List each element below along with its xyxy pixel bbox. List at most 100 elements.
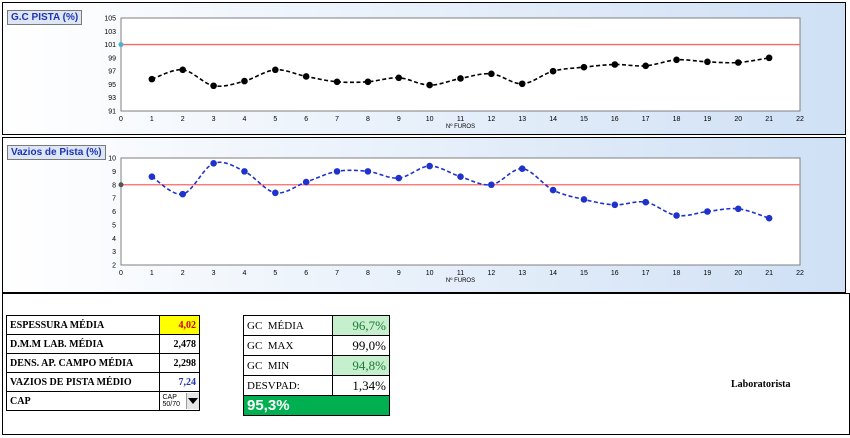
y-tick-label: 101 [104,42,116,49]
data-point [333,168,341,175]
y-tick-label: 5 [112,222,116,229]
x-tick-label: 8 [366,116,370,123]
data-point [488,181,495,189]
data-point [272,66,279,74]
x-tick-label: 13 [518,270,526,277]
data-point [179,190,187,198]
data-point [364,168,372,175]
y-tick-label: 6 [112,209,116,216]
y-tick-label: 105 [104,16,116,23]
x-tick-label: 22 [796,270,804,277]
result-value: 95,3% [243,395,390,416]
data-point [457,75,464,82]
x-tick-label: 10 [426,270,434,277]
cap-selected-value: CAP 50/70 [162,394,181,408]
data-point [302,178,310,186]
x-tick-label: 20 [734,116,742,123]
y-tick-label: 8 [112,182,116,189]
summary-right-label: GC MAX [242,335,334,356]
data-point [210,160,217,167]
summary-left-value: 4,02 [159,315,200,335]
x-tick-label: 12 [487,116,495,123]
summary-left-value: 2,478 [159,334,200,354]
summary-left-row: D.M.M LAB. MÉDIA 2,478 [5,334,200,354]
x-tick-label: 22 [796,116,804,123]
data-point [704,208,711,215]
y-tick-label: 4 [112,236,116,243]
x-tick-label: 12 [487,270,495,277]
data-point [457,173,464,181]
x-tick-label: 15 [580,116,588,123]
data-point [395,174,403,182]
x-tick-label: 13 [518,116,526,123]
summary-right-label: DESVPAD: [242,375,334,396]
x-tick-label: 8 [366,270,370,277]
y-tick-label: 93 [108,95,116,102]
x-tick-label: 5 [273,270,277,277]
data-point [580,63,588,71]
data-point [765,54,773,62]
x-tick-label: 6 [304,270,308,277]
summary-right-label: GC MIN [242,355,334,376]
x-tick-label: 21 [765,116,773,123]
data-point [148,173,156,181]
x-tick-label: 2 [181,270,185,277]
data-point [673,56,680,64]
x-tick-label: 11 [457,270,464,277]
summary-left-table: ESPESSURA MÉDIA 4,02 D.M.M LAB. MÉDIA 2,478… [5,315,200,411]
data-point [148,75,156,83]
summary-left-row: DENS. AP. CAMPO MÉDIA 2,298 [5,353,200,373]
data-point [765,214,773,222]
summary-left-value: 7,24 [159,372,200,392]
summary-right-row: GC MIN 94,8% [242,355,390,376]
summary-right-row: GC MAX 99,0% [242,335,390,356]
cap-dropdown-button[interactable] [185,393,199,409]
x-tick-label: 16 [611,270,619,277]
summary-right-row: GC MÉDIA 96,7% [242,315,390,336]
summary-right-value: 94,8% [332,355,390,376]
cap-label: CAP [5,391,160,411]
laboratorista-label: Laboratorista [731,379,791,390]
cap-select[interactable]: CAP 50/70 [159,391,200,411]
gc-chart-panel: G.C PISTA (%) 91 93 95 97 99 101 103 105 0 1 2 3 4 5 6… [2,2,846,135]
x-tick-label: 15 [580,270,588,277]
x-tick-label: 14 [549,116,557,123]
x-tick-label: 4 [243,116,247,123]
x-tick-label: 0 [119,116,123,123]
x-tick-label: 20 [734,270,742,277]
x-axis-label: Nº FUROS [446,123,475,130]
x-tick-label: 4 [243,270,247,277]
data-point [549,67,557,75]
reference-marker [118,42,124,48]
data-point [426,81,433,89]
x-tick-label: 19 [704,116,712,123]
data-point [611,61,619,68]
reference-marker [118,182,124,188]
plot-area [120,17,801,112]
y-tick-label: 97 [108,69,116,76]
data-point [580,196,588,203]
x-tick-label: 10 [426,116,434,123]
data-point [241,168,248,175]
x-tick-label: 18 [673,270,681,277]
y-tick-label: 9 [112,169,116,176]
summary-left-label: D.M.M LAB. MÉDIA [5,334,161,354]
x-axis-label: Nº FUROS [446,277,475,284]
y-tick-label: 10 [108,156,116,163]
x-tick-label: 6 [304,116,308,123]
y-tick-label: 99 [108,55,116,62]
summary-right-value: 99,0% [332,335,390,356]
summary-section: ESPESSURA MÉDIA 4,02 D.M.M LAB. MÉDIA 2,478… [2,293,850,435]
result-row: 95,3% [243,395,390,416]
data-point [272,189,279,197]
summary-right-table: GC MÉDIA 96,7% GC MAX 99,0% GC MIN 94,8% DESVP… [242,315,390,416]
data-point [549,186,557,194]
summary-left-value: 2,298 [159,353,200,373]
gc-chart-title: G.C PISTA (%) [7,10,83,25]
data-point [488,70,495,78]
x-tick-label: 21 [765,270,773,277]
summary-left-label: VAZIOS DE PISTA MÉDIO [5,372,161,392]
x-tick-label: 7 [335,270,339,277]
cap-row: CAP CAP 50/70 [5,391,200,411]
summary-right-label: GC MÉDIA [242,315,334,336]
